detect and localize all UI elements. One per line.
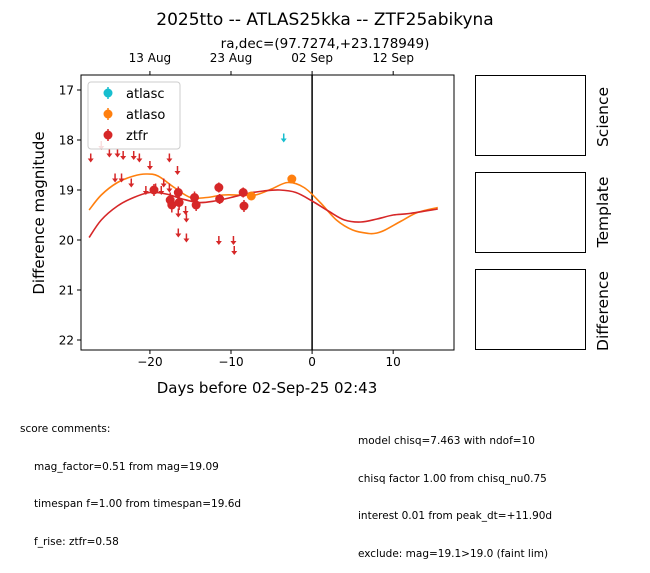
score-comments: score comments: mag_factor=0.51 from mag… <box>20 398 241 561</box>
upper-limit-arrowhead <box>142 191 149 195</box>
upper-limit-arrowhead <box>230 241 237 245</box>
legend-label: atlaso <box>126 108 165 123</box>
upper-limit-arrowhead <box>166 158 173 163</box>
y-tick-label: 21 <box>59 284 74 298</box>
legend-label: atlasc <box>126 87 165 102</box>
upper-limit-arrowhead <box>174 171 181 175</box>
data-point <box>246 191 256 201</box>
plot-area: −20 −10 0 10 13 Aug 23 Aug 02 Sep 12 Sep 17 18 19 2… <box>59 51 455 369</box>
data-point <box>167 200 177 210</box>
data-point <box>190 193 200 202</box>
upper-limit-arrowhead <box>231 251 238 255</box>
chart-figure: 2025tto -- ATLAS25kka -- ZTF25abikyna ra… <box>30 10 612 397</box>
difference-label: Difference <box>594 271 612 351</box>
science-label: Science <box>594 87 612 147</box>
legend-marker <box>103 109 113 119</box>
data-point <box>149 185 159 195</box>
y-tick-label: 18 <box>59 134 74 148</box>
x-axis-label: Days before 02-Sep-25 02:43 <box>157 379 378 397</box>
legend-marker <box>103 88 113 98</box>
template-label: Template <box>594 177 612 249</box>
upper-limit-arrowhead <box>106 153 113 158</box>
model-curve <box>88 173 438 235</box>
upper-limit-arrowhead <box>175 213 182 218</box>
y-tick-label: 17 <box>59 84 74 98</box>
top-tick-label: 13 Aug <box>129 51 172 65</box>
legend-marker <box>103 130 113 140</box>
model-comment-line: exclude: mag=19.1>19.0 (faint lim) <box>358 547 549 560</box>
score-comments-header: score comments: <box>20 423 111 435</box>
upper-limit-arrowhead <box>182 211 189 215</box>
data-point <box>239 201 249 211</box>
x-tick-label: −10 <box>218 355 243 369</box>
data-point <box>173 188 183 197</box>
x-tick-label: −20 <box>137 355 162 369</box>
chart-title: 2025tto -- ATLAS25kka -- ZTF25abikyna <box>156 10 493 30</box>
y-tick-label: 20 <box>59 234 74 248</box>
x-tick-label: 10 <box>386 355 401 369</box>
upper-limit-arrowhead <box>215 241 222 245</box>
plot-frame <box>80 74 455 351</box>
data-point <box>215 194 225 204</box>
top-tick-label: 02 Sep <box>291 51 333 65</box>
model-comment-line: interest 0.01 from peak_dt=+11.90d <box>358 510 553 522</box>
upper-limit-arrowhead <box>128 183 135 188</box>
science-thumbnail <box>475 75 586 156</box>
score-comment-line: f_rise: ztfr=0.58 <box>34 535 119 548</box>
upper-limit-arrowhead <box>130 156 137 160</box>
upper-limit-arrowhead <box>183 238 190 243</box>
upper-limit-arrowhead <box>136 158 143 163</box>
data-point <box>191 200 201 210</box>
data-point <box>174 198 184 207</box>
top-tick-label: 23 Aug <box>210 51 253 65</box>
upper-limit-arrowhead <box>160 183 167 188</box>
model-curve <box>88 189 438 238</box>
y-tick-label: 22 <box>59 334 74 348</box>
upper-limit-arrowhead <box>120 156 127 160</box>
difference-thumbnail <box>475 269 586 350</box>
upper-limit-arrowhead <box>183 218 190 223</box>
template-thumbnail <box>475 172 586 253</box>
upper-limit-arrowhead <box>114 153 121 158</box>
score-comment-line: mag_factor=0.51 from mag=19.09 <box>34 460 219 473</box>
upper-limit-arrowhead <box>175 233 182 238</box>
data-point <box>287 174 297 184</box>
upper-limit-arrowhead <box>280 138 287 143</box>
chart-subtitle: ra,dec=(97.7274,+23.178949) <box>221 36 430 52</box>
upper-limit-arrowhead <box>87 158 94 163</box>
x-tick-label: 0 <box>308 355 316 369</box>
upper-limit-arrowhead <box>112 178 119 183</box>
model-comment-line: chisq factor 1.00 from chisq_nu0.75 <box>358 472 547 485</box>
y-axis-label: Difference magnitude <box>30 131 48 294</box>
model-comment-line: model chisq=7.463 with ndof=10 <box>358 435 535 447</box>
legend-label: ztfr <box>126 129 148 144</box>
upper-limit-arrowhead <box>166 188 173 193</box>
upper-limit-arrowhead <box>158 191 165 195</box>
upper-limit-arrowhead <box>146 166 153 170</box>
y-tick-label: 19 <box>59 184 74 198</box>
data-point <box>214 183 224 192</box>
model-comments: model chisq=7.463 with ndof=10 chisq fac… <box>358 410 552 573</box>
data-point <box>238 188 248 197</box>
top-tick-label: 12 Sep <box>372 51 414 65</box>
upper-limit-arrowhead <box>118 178 125 183</box>
